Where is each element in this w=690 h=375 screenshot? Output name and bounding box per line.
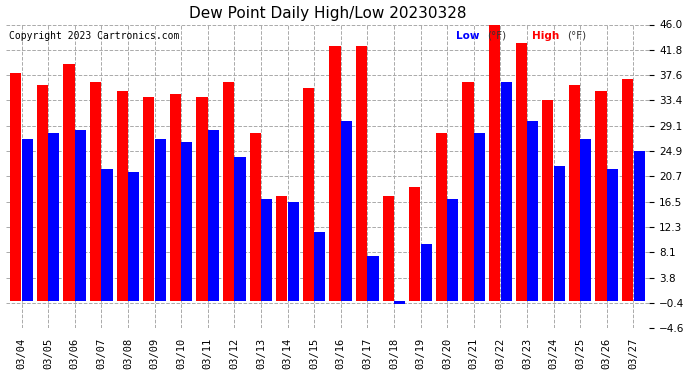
- Bar: [48, 133, 59, 301]
- Bar: [580, 139, 591, 301]
- Bar: [155, 139, 166, 301]
- Bar: [261, 199, 273, 301]
- Bar: [314, 232, 326, 301]
- Bar: [462, 82, 473, 301]
- Text: Copyright 2023 Cartronics.com: Copyright 2023 Cartronics.com: [9, 31, 179, 40]
- Bar: [181, 142, 193, 301]
- Bar: [383, 196, 394, 301]
- Bar: [208, 130, 219, 301]
- Bar: [170, 94, 181, 301]
- Text: High: High: [532, 31, 560, 40]
- Bar: [500, 82, 512, 301]
- Bar: [288, 202, 299, 301]
- Bar: [489, 24, 500, 301]
- Bar: [356, 45, 367, 301]
- Bar: [37, 85, 48, 301]
- Bar: [421, 244, 432, 301]
- Bar: [101, 169, 112, 301]
- Text: (°F): (°F): [567, 31, 586, 40]
- Bar: [329, 45, 341, 301]
- Bar: [10, 72, 21, 301]
- Bar: [622, 79, 633, 301]
- Bar: [527, 121, 538, 301]
- Bar: [276, 196, 288, 301]
- Bar: [569, 85, 580, 301]
- Bar: [515, 42, 527, 301]
- Bar: [117, 91, 128, 301]
- Bar: [235, 157, 246, 301]
- Bar: [63, 63, 75, 301]
- Bar: [553, 166, 565, 301]
- Bar: [128, 172, 139, 301]
- Bar: [436, 133, 447, 301]
- Bar: [341, 121, 352, 301]
- Bar: [303, 88, 314, 301]
- Title: Dew Point Daily High/Low 20230328: Dew Point Daily High/Low 20230328: [188, 6, 466, 21]
- Bar: [75, 130, 86, 301]
- Bar: [368, 256, 379, 301]
- Bar: [21, 139, 33, 301]
- Bar: [144, 97, 155, 301]
- Bar: [90, 82, 101, 301]
- Text: Low: Low: [456, 31, 480, 40]
- Bar: [250, 133, 261, 301]
- Bar: [633, 151, 644, 301]
- Bar: [595, 91, 607, 301]
- Text: (°F): (°F): [487, 31, 506, 40]
- Bar: [223, 82, 234, 301]
- Bar: [197, 97, 208, 301]
- Bar: [447, 199, 458, 301]
- Bar: [409, 187, 420, 301]
- Bar: [394, 301, 405, 304]
- Bar: [607, 169, 618, 301]
- Bar: [474, 133, 485, 301]
- Bar: [542, 100, 553, 301]
